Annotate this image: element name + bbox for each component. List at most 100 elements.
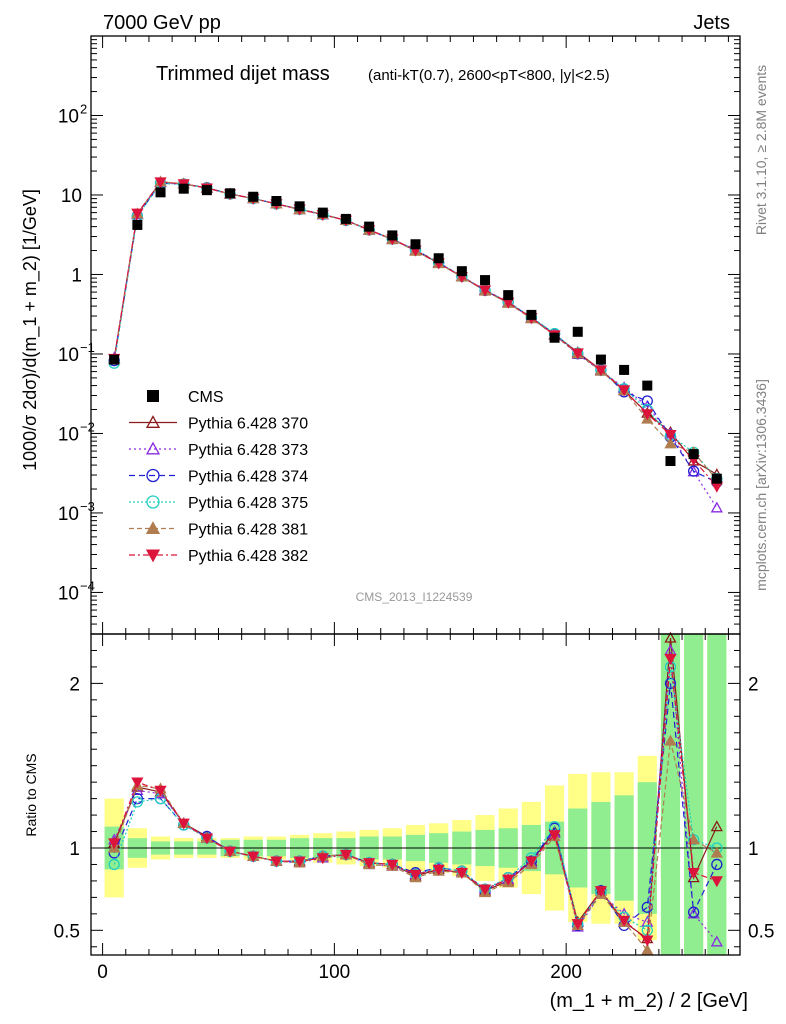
ratio-point xyxy=(687,833,700,845)
legend-marker xyxy=(146,468,160,483)
ratio-point xyxy=(363,858,376,870)
series-point xyxy=(687,465,700,477)
y-tick-label: 10 xyxy=(58,583,79,604)
data-point xyxy=(201,185,212,196)
legend-label: Pythia 6.428 375 xyxy=(188,495,308,512)
data-point xyxy=(665,456,676,467)
mcplots-label: mcplots.cern.ch [arXiv:1306.3436] xyxy=(753,379,769,591)
legend-entry: Pythia 6.428 375 xyxy=(129,495,308,512)
ratio-point xyxy=(316,853,329,865)
legend-label: Pythia 6.428 370 xyxy=(188,416,308,433)
y-tick-label: 10 xyxy=(58,424,79,445)
y-tick-label: 10 xyxy=(58,345,79,366)
data-point xyxy=(619,364,630,375)
data-point xyxy=(711,473,722,484)
y-tick-label: 1 xyxy=(71,265,82,286)
x-tick-label: 0 xyxy=(97,962,108,983)
data-point xyxy=(480,275,491,286)
data-point xyxy=(387,230,398,241)
y-tick-label-exponent: −2 xyxy=(80,419,95,434)
data-point xyxy=(225,188,236,199)
ratio-point xyxy=(478,884,492,896)
series-line xyxy=(113,181,718,481)
data-point xyxy=(178,183,189,194)
legend-entry: Pythia 6.428 382 xyxy=(129,548,308,565)
ratio-point xyxy=(687,906,700,918)
ratio-point xyxy=(664,734,677,746)
ratio-point xyxy=(293,856,306,868)
x-tick-label: 100 xyxy=(319,962,351,983)
ratio-point xyxy=(131,777,144,789)
ratio-point xyxy=(247,851,260,863)
ratio-y-tick-label: 1 xyxy=(69,839,80,860)
y-tick-label-exponent: −1 xyxy=(80,340,95,355)
ratio-point xyxy=(270,856,283,868)
legend-marker xyxy=(147,390,159,402)
legend-entry: Pythia 6.428 381 xyxy=(129,521,308,539)
ratio-point xyxy=(386,859,399,871)
ratio-point xyxy=(711,858,723,871)
header-left: 7000 GeV pp xyxy=(103,12,221,34)
ratio-point xyxy=(200,833,213,845)
legend-entry: Pythia 6.428 370 xyxy=(129,415,308,433)
series-point xyxy=(664,429,677,441)
main-frame xyxy=(90,35,741,635)
legend-entry: CMS xyxy=(147,389,224,406)
x-axis-label: (m_1 + m_2) / 2 [GeV] xyxy=(550,990,748,1012)
legend-marker xyxy=(146,495,160,509)
chart-title: Trimmed dijet mass xyxy=(156,63,330,85)
ratio-y-tick-label-right: 1 xyxy=(748,839,759,860)
ratio-point xyxy=(664,677,677,690)
legend-entry: Pythia 6.428 374 xyxy=(129,469,308,486)
data-point xyxy=(456,266,467,277)
ratio-point xyxy=(710,876,723,888)
series-point xyxy=(594,365,608,377)
legend: CMS Pythia 6.428 370 Pythia 6.428 373 Pythi… xyxy=(129,389,308,565)
legend-label: Pythia 6.428 381 xyxy=(188,522,308,539)
data-point xyxy=(132,219,143,230)
data-point xyxy=(688,449,699,460)
series-point xyxy=(664,437,677,449)
ratio-point xyxy=(664,654,677,666)
series-point xyxy=(131,208,144,220)
legend-entry: Pythia 6.428 373 xyxy=(129,441,308,459)
ratio-frame xyxy=(90,633,741,956)
ratio-point xyxy=(710,820,723,832)
ratio-point xyxy=(571,919,584,931)
series-layer xyxy=(108,175,723,955)
data-point xyxy=(271,196,282,207)
y-tick-label-exponent: 2 xyxy=(80,101,87,116)
y-tick-label: 10 xyxy=(58,106,79,127)
ratio-point xyxy=(641,943,654,955)
ratio-point xyxy=(177,818,190,830)
ratio-point xyxy=(548,830,561,842)
ratio-point xyxy=(131,796,144,808)
ratio-point xyxy=(687,871,700,883)
legend-label: Pythia 6.428 374 xyxy=(188,469,308,486)
series-line xyxy=(113,181,718,509)
series-CMS xyxy=(109,183,722,484)
series-point xyxy=(710,481,723,493)
ratio-point xyxy=(641,935,654,947)
legend-marker xyxy=(145,549,161,563)
ratio-y-tick-label-right: 0.5 xyxy=(748,921,774,942)
ratio-y-tick-label: 2 xyxy=(69,674,80,695)
series-line xyxy=(113,182,718,483)
legend-marker xyxy=(145,441,161,455)
ratio-point xyxy=(618,915,631,927)
ratio-y-tick-label-right: 2 xyxy=(748,674,759,695)
y-tick-label-exponent: −3 xyxy=(80,499,95,514)
data-point xyxy=(572,326,583,337)
ratio-point xyxy=(710,846,723,858)
ratio-point xyxy=(223,846,237,858)
data-point xyxy=(526,309,537,320)
ratio-band-inner xyxy=(660,634,681,955)
header-right: Jets xyxy=(693,12,730,34)
legend-label: Pythia 6.428 373 xyxy=(188,442,308,459)
data-point xyxy=(642,380,653,391)
legend-marker xyxy=(145,521,161,534)
data-point xyxy=(317,207,328,218)
x-tick-label: 200 xyxy=(550,962,582,983)
